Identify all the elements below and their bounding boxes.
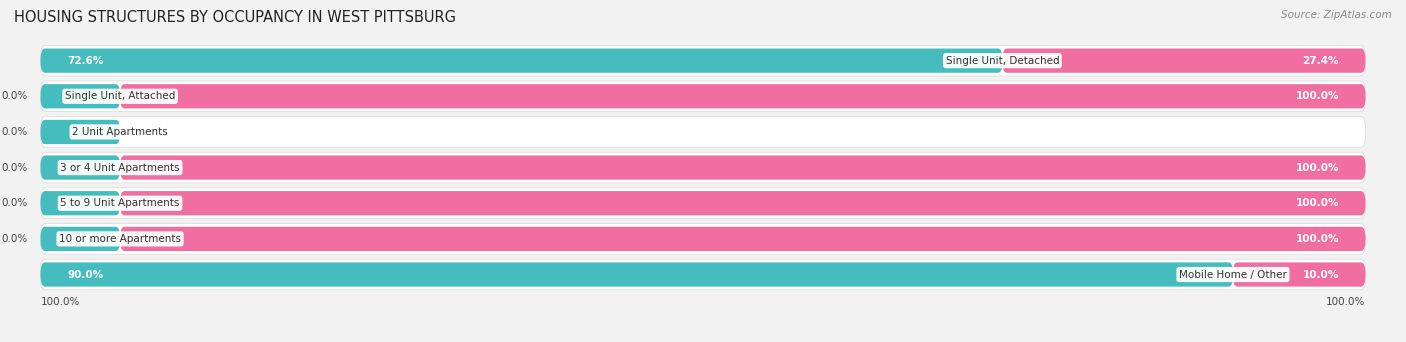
FancyBboxPatch shape [41,84,120,108]
Text: 100.0%: 100.0% [1295,162,1339,173]
Text: 100.0%: 100.0% [1326,297,1365,307]
Legend: Owner-occupied, Renter-occupied: Owner-occupied, Renter-occupied [596,341,810,342]
Text: 3 or 4 Unit Apartments: 3 or 4 Unit Apartments [60,162,180,173]
FancyBboxPatch shape [120,84,1365,108]
Text: 72.6%: 72.6% [67,56,104,66]
FancyBboxPatch shape [41,259,1365,290]
Text: 90.0%: 90.0% [67,269,103,279]
FancyBboxPatch shape [41,224,1365,254]
Text: Mobile Home / Other: Mobile Home / Other [1180,269,1286,279]
FancyBboxPatch shape [41,120,120,144]
Text: 5 to 9 Unit Apartments: 5 to 9 Unit Apartments [60,198,180,208]
Text: 10 or more Apartments: 10 or more Apartments [59,234,181,244]
Text: 0.0%: 0.0% [1,91,27,101]
Text: 2 Unit Apartments: 2 Unit Apartments [72,127,167,137]
Text: 100.0%: 100.0% [1295,234,1339,244]
Text: 27.4%: 27.4% [1302,56,1339,66]
Text: 100.0%: 100.0% [41,297,80,307]
FancyBboxPatch shape [41,152,1365,183]
Text: 0.0%: 0.0% [1,234,27,244]
Text: 100.0%: 100.0% [1295,198,1339,208]
Text: Source: ZipAtlas.com: Source: ZipAtlas.com [1281,10,1392,20]
Text: 0.0%: 0.0% [1,162,27,173]
FancyBboxPatch shape [1002,49,1365,73]
FancyBboxPatch shape [120,156,1365,180]
FancyBboxPatch shape [1233,262,1365,287]
FancyBboxPatch shape [41,262,1233,287]
Text: 0.0%: 0.0% [1,198,27,208]
Text: Single Unit, Detached: Single Unit, Detached [946,56,1059,66]
FancyBboxPatch shape [41,191,120,215]
FancyBboxPatch shape [41,81,1365,111]
Text: Single Unit, Attached: Single Unit, Attached [65,91,176,101]
FancyBboxPatch shape [41,45,1365,76]
FancyBboxPatch shape [120,227,1365,251]
Text: 10.0%: 10.0% [1303,269,1339,279]
Text: 100.0%: 100.0% [1295,91,1339,101]
FancyBboxPatch shape [41,156,120,180]
FancyBboxPatch shape [41,227,120,251]
FancyBboxPatch shape [41,188,1365,219]
FancyBboxPatch shape [41,49,1002,73]
FancyBboxPatch shape [41,117,1365,147]
Text: 0.0%: 0.0% [1,127,27,137]
Text: HOUSING STRUCTURES BY OCCUPANCY IN WEST PITTSBURG: HOUSING STRUCTURES BY OCCUPANCY IN WEST … [14,10,456,25]
FancyBboxPatch shape [120,191,1365,215]
